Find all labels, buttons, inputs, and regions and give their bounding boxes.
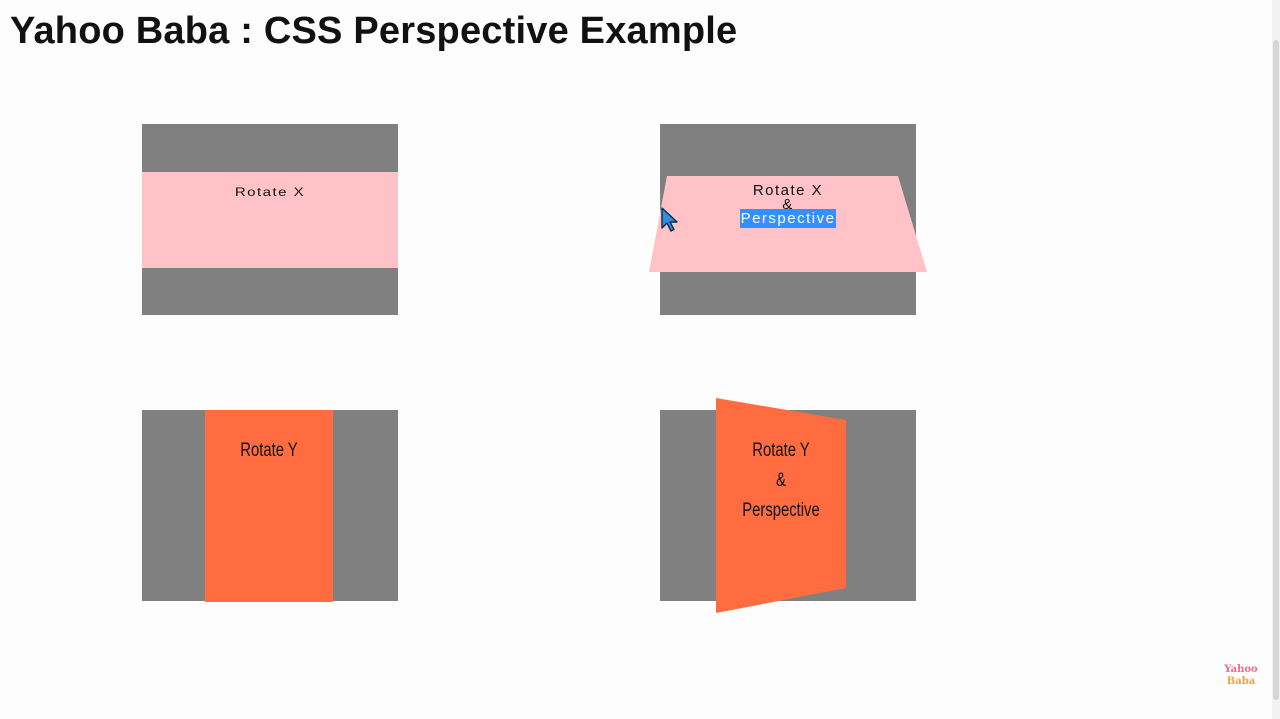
logo-line2: Baba: [1226, 676, 1256, 687]
vertical-scrollbar[interactable]: [1272, 0, 1280, 719]
rotate-x-perspective-line3-selected[interactable]: Perspective: [739, 209, 837, 228]
rotate-x-perspective-card[interactable]: Rotate X & Perspective: [649, 176, 927, 272]
rotate-y-perspective-line1: Rotate Y: [752, 440, 810, 461]
rotate-y-container: Rotate Y: [142, 410, 398, 602]
yahoo-baba-logo: Yahoo Baba: [1221, 664, 1261, 688]
rotate-y-card[interactable]: Rotate Y: [205, 410, 333, 602]
logo-line1: Yahoo: [1224, 664, 1258, 675]
page-title: Yahoo Baba : CSS Perspective Example: [10, 10, 738, 52]
rotate-y-perspective-line2: &: [776, 470, 786, 491]
rotate-x-perspective-line1: Rotate X: [752, 182, 824, 199]
rotate-x-card[interactable]: Rotate X: [142, 172, 398, 268]
rotate-x-perspective-container: Rotate X & Perspective: [649, 124, 927, 315]
rotate-y-perspective-text: Rotate Y & Perspective: [730, 436, 831, 526]
rotate-y-perspective-card[interactable]: Rotate Y & Perspective: [716, 398, 846, 613]
rotate-y-perspective-container: Rotate Y & Perspective: [660, 398, 916, 613]
rotate-x-perspective-line2: &: [782, 196, 794, 213]
rotate-x-label: Rotate X: [234, 185, 306, 200]
mouse-cursor-icon: [661, 207, 678, 232]
rotate-x-perspective-text: Rotate X & Perspective: [649, 182, 927, 228]
rotate-y-label: Rotate Y: [240, 440, 298, 461]
scrollbar-thumb[interactable]: [1273, 40, 1279, 700]
rotate-x-container: Rotate X: [142, 124, 398, 315]
rotate-y-perspective-line3: Perspective: [742, 500, 820, 521]
